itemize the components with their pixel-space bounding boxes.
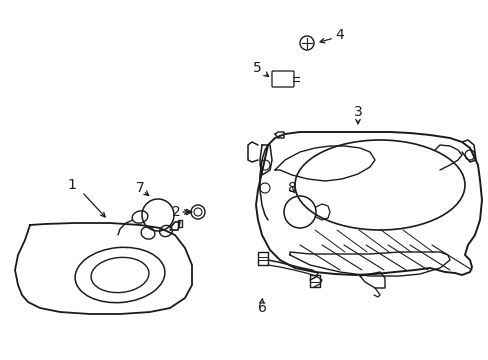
Text: 1: 1	[67, 178, 76, 192]
Text: 8: 8	[287, 181, 296, 195]
Text: 2: 2	[171, 205, 180, 219]
Text: 6: 6	[257, 301, 266, 315]
Text: 5: 5	[252, 61, 261, 75]
Text: 7: 7	[135, 181, 144, 195]
Text: 4: 4	[335, 28, 344, 42]
Text: 3: 3	[353, 105, 362, 119]
